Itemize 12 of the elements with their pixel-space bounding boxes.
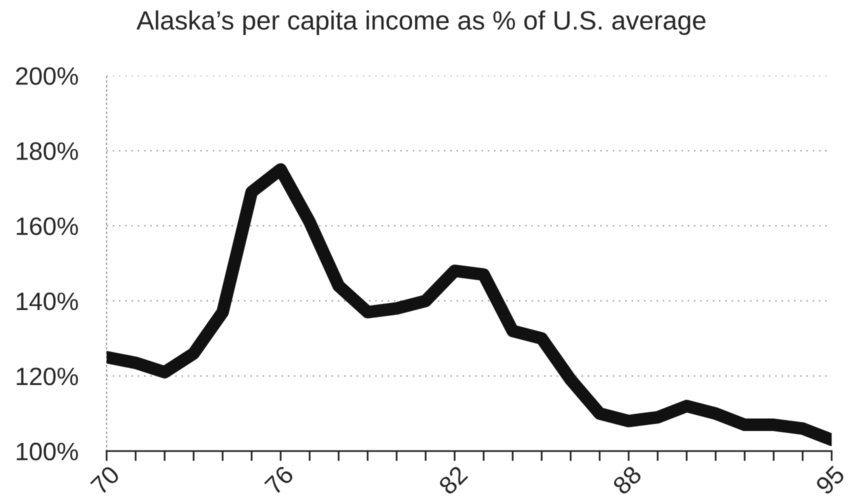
y-tick-label: 100% (16, 442, 78, 460)
chart-title: Alaska’s per capita income as % of U.S. average (136, 10, 706, 35)
y-tick-label: 140% (16, 292, 78, 310)
y-tick-label: 180% (16, 142, 78, 160)
x-tick-label: 70 (90, 464, 121, 496)
x-tick-label: 88 (612, 464, 642, 496)
x-tick-label: 95 (814, 464, 846, 496)
x-tick-label: 82 (438, 464, 468, 496)
x-tick-label: 76 (264, 464, 294, 496)
y-tick-label: 200% (16, 67, 78, 85)
y-tick-label: 120% (16, 368, 78, 386)
y-tick-label: 160% (16, 217, 78, 236)
